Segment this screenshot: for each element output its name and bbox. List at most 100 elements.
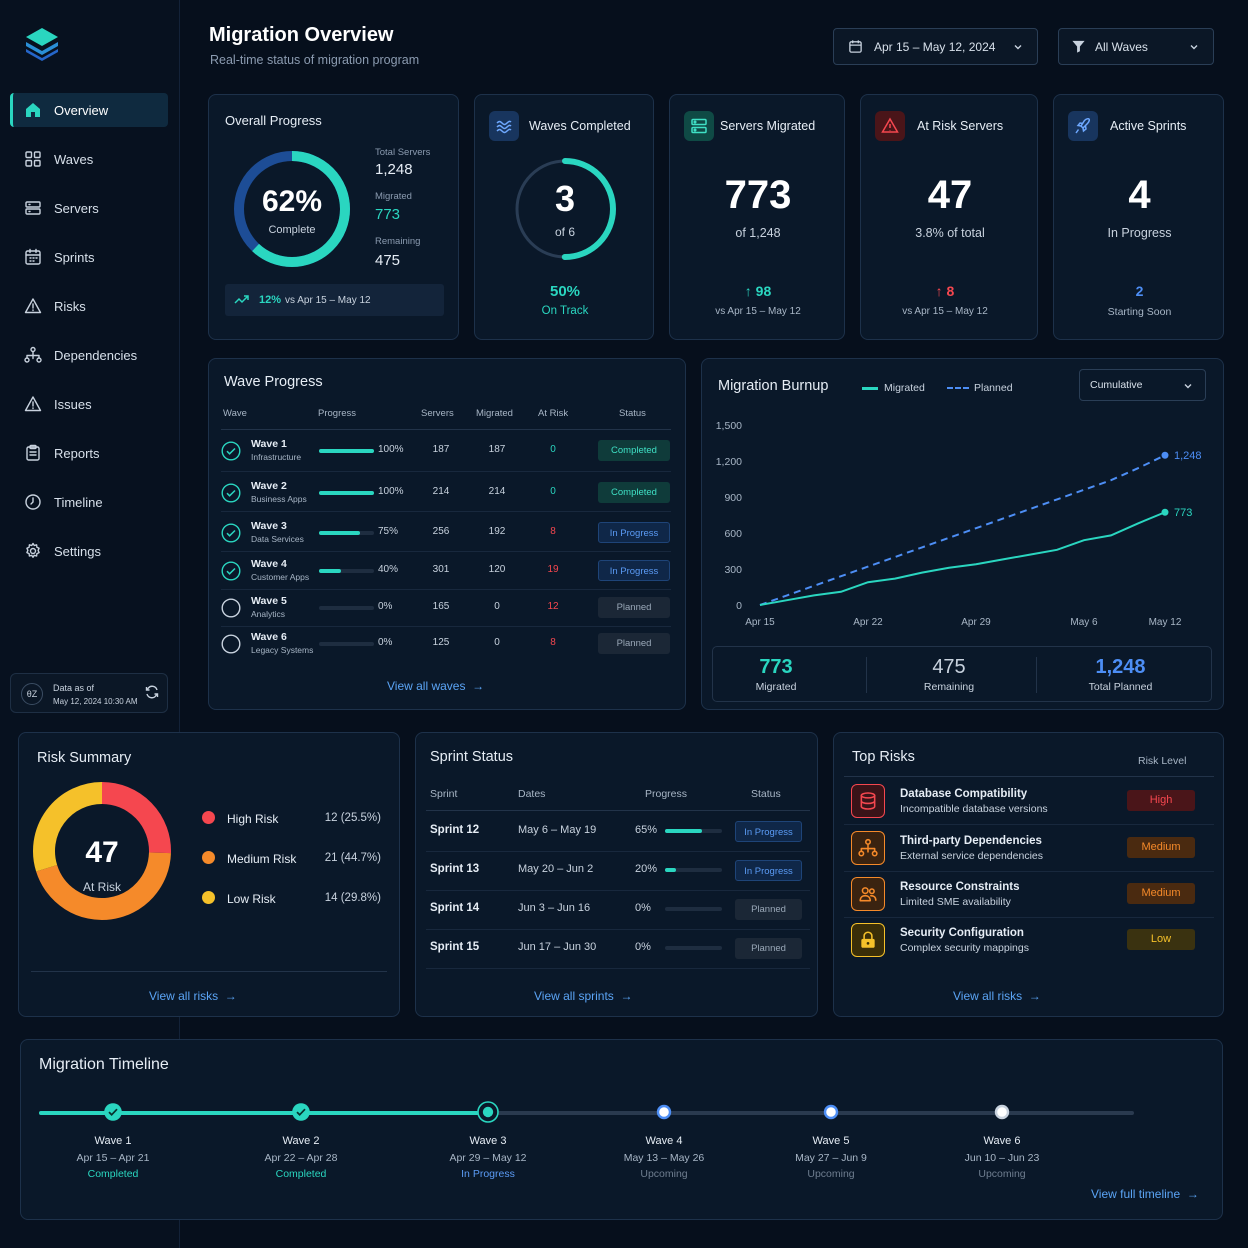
- milestone-dates: Apr 22 – Apr 28: [264, 1152, 338, 1164]
- wave-name: Wave 5: [251, 595, 287, 607]
- timeline-milestone[interactable]: Wave 3 Apr 29 – May 12 In Progress: [408, 1098, 568, 1188]
- sidebar-item-servers[interactable]: Servers: [10, 191, 168, 225]
- milestone-status: In Progress: [461, 1168, 515, 1180]
- sprint-percent: 0%: [635, 902, 651, 914]
- active-milestone-icon: [477, 1101, 499, 1123]
- table-row[interactable]: Sprint 12 May 6 – May 19 65% In Progress: [416, 813, 819, 852]
- card-title: Wave Progress: [224, 374, 323, 390]
- milestone-dates: May 13 – May 26: [623, 1152, 705, 1164]
- table-row[interactable]: Wave 4 Customer Apps 40% 301 120 19 In Progres…: [209, 553, 687, 591]
- grid-icon: [25, 151, 41, 167]
- sidebar-item-issues[interactable]: Issues: [10, 387, 168, 421]
- series-end-label: 773: [1174, 507, 1192, 519]
- overall-progress-card: Overall Progress 62% Complete Total Serv…: [208, 94, 459, 340]
- risk-icon-box: [851, 831, 885, 865]
- status-badge: In Progress: [598, 560, 670, 581]
- risk-list-item[interactable]: Third-party Dependencies External service…: [834, 828, 1225, 872]
- sidebar-item-waves[interactable]: Waves: [10, 142, 168, 176]
- sidebar-item-timeline[interactable]: Timeline: [10, 485, 168, 519]
- active-sprints-card: Active Sprints 4 In Progress 2 Starting …: [1053, 94, 1224, 340]
- timeline-milestone[interactable]: Wave 1 Apr 15 – Apr 21 Completed: [33, 1098, 193, 1188]
- table-row[interactable]: Sprint 14 Jun 3 – Jun 16 0% Planned: [416, 891, 819, 930]
- at-risk-servers-card: At Risk Servers 47 3.8% of total ↑ 8 vs …: [860, 94, 1038, 340]
- risk-title: Security Configuration: [900, 927, 1024, 939]
- sprint-progress-bar: [665, 946, 722, 950]
- chevron-down-icon: [1014, 44, 1022, 49]
- status-badge: Completed: [598, 482, 670, 503]
- table-row[interactable]: Wave 6 Legacy Systems 0% 125 0 8 Planned: [209, 626, 687, 664]
- sidebar-item-reports[interactable]: Reports: [10, 436, 168, 470]
- table-row[interactable]: Wave 5 Analytics 0% 165 0 12 Planned: [209, 590, 687, 628]
- table-row[interactable]: Wave 1 Infrastructure 100% 187 187 0 Completed: [209, 433, 687, 472]
- date-range-picker[interactable]: Apr 15 – May 12, 2024: [833, 28, 1038, 65]
- overall-complete-label: Complete: [268, 224, 316, 236]
- sidebar-item-sprints[interactable]: Sprints: [10, 240, 168, 274]
- milestone-name: Wave 1: [94, 1135, 132, 1147]
- sprint-progress-bar: [665, 829, 722, 833]
- legend-dot: [202, 811, 215, 824]
- waves-icon: [489, 111, 519, 141]
- wave-progress-fill: [319, 531, 361, 535]
- waves-value: 3: [554, 178, 576, 219]
- arrow-right-icon: →: [1180, 1187, 1199, 1201]
- waves-sub: of 6: [554, 225, 575, 239]
- timeline-milestone[interactable]: Wave 2 Apr 22 – Apr 28 Completed: [221, 1098, 381, 1188]
- y-tick-label: 1,200: [716, 456, 742, 468]
- sidebar-item-risks[interactable]: Risks: [10, 289, 168, 323]
- migration-timeline-card: Migration Timeline Wave 1 Apr 15 – Apr 21…: [20, 1039, 1223, 1220]
- sidebar-item-label: Settings: [54, 543, 101, 559]
- view-all-sprints-link[interactable]: View all sprints →: [534, 989, 632, 1003]
- risk-level-header: Risk Level: [1138, 755, 1187, 767]
- servers-foot-label: vs Apr 15 – May 12: [715, 306, 801, 317]
- wave-progress-fill: [319, 449, 374, 453]
- wave-percent: 75%: [378, 526, 399, 537]
- status-badge: Planned: [735, 938, 802, 959]
- wave-name: Wave 2: [251, 480, 287, 492]
- wave-percent: 100%: [378, 486, 404, 497]
- view-all-waves-link[interactable]: View all waves →: [387, 679, 484, 693]
- view-all-top-risks-link[interactable]: View all risks →: [953, 989, 1041, 1003]
- series-line-migrated: [759, 511, 1166, 606]
- risk-icon-box: [851, 877, 885, 911]
- check-circle-icon: [292, 1103, 310, 1121]
- timeline-milestone[interactable]: Wave 6 Jun 10 – Jun 23 Upcoming: [922, 1098, 1082, 1188]
- wave-desc: Business Apps: [251, 494, 307, 504]
- page-title: Migration Overview: [209, 24, 394, 46]
- risk-list-item[interactable]: Database Compatibility Incompatible datab…: [834, 781, 1225, 825]
- risk-foot: ↑ 8: [861, 283, 1029, 299]
- table-row[interactable]: Sprint 15 Jun 17 – Jun 30 0% Planned: [416, 930, 819, 969]
- sprint-progress-fill: [665, 868, 677, 872]
- sprint-name: Sprint 12: [430, 824, 480, 836]
- risk-list-item[interactable]: Resource Constraints Limited SME availabi…: [834, 874, 1225, 918]
- risk-icon-box: [851, 784, 885, 818]
- total-servers-label: Total Servers: [375, 147, 431, 158]
- trend-value: 12%: [259, 294, 282, 306]
- sidebar-item-dependencies[interactable]: Dependencies: [10, 338, 168, 372]
- remaining-label: Remaining: [375, 236, 421, 247]
- refresh-icon[interactable]: [145, 685, 159, 699]
- sidebar-item-overview[interactable]: Overview: [10, 93, 168, 127]
- arrow-right-icon: →: [613, 989, 633, 1003]
- table-row[interactable]: Sprint 13 May 20 – Jun 2 20% In Progress: [416, 852, 819, 891]
- risk-title: Resource Constraints: [900, 881, 1020, 893]
- timeline-milestone[interactable]: Wave 5 May 27 – Jun 9 Upcoming: [751, 1098, 911, 1188]
- wave-filter[interactable]: All Waves: [1058, 28, 1214, 65]
- wave-at-risk: 0: [550, 444, 556, 455]
- network-icon: [24, 346, 42, 363]
- wave-name: Wave 4: [251, 558, 287, 570]
- risk-list-item[interactable]: Security Configuration Complex security m…: [834, 920, 1225, 964]
- view-all-risks-link[interactable]: View all risks →: [149, 989, 237, 1003]
- kpi-title: Waves Completed: [529, 119, 631, 133]
- table-row[interactable]: Wave 3 Data Services 75% 256 192 8 In Progress: [209, 515, 687, 553]
- empty-circle-icon: [221, 598, 241, 618]
- column-header: At Risk: [538, 408, 569, 419]
- legend-dot: [202, 851, 215, 864]
- milestone-status: Upcoming: [640, 1168, 688, 1180]
- timeline-milestone[interactable]: Wave 4 May 13 – May 26 Upcoming: [584, 1098, 744, 1188]
- servers-value: 773: [724, 173, 792, 217]
- table-row[interactable]: Wave 2 Business Apps 100% 214 214 0 Completed: [209, 475, 687, 513]
- view-full-timeline-link[interactable]: View full timeline →: [1091, 1187, 1199, 1201]
- sidebar-item-settings[interactable]: Settings: [10, 534, 168, 568]
- chart-mode-select[interactable]: Cumulative: [1079, 369, 1206, 401]
- legend-label: Medium Risk: [227, 852, 297, 866]
